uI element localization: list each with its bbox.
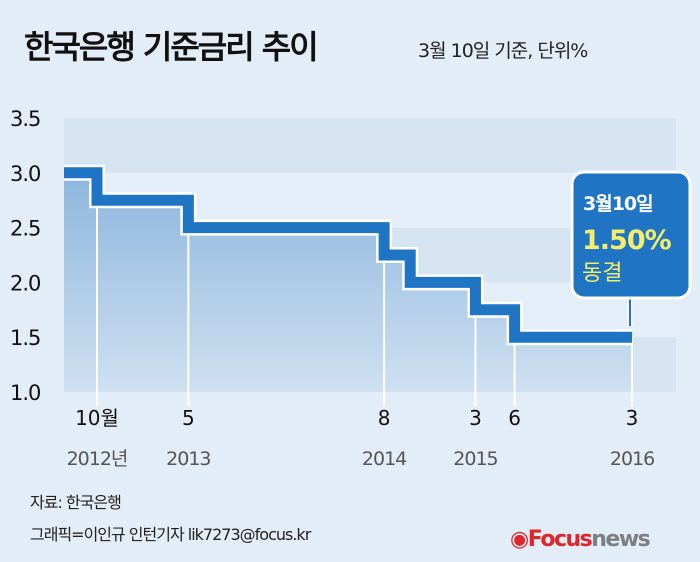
x-tick-month: 3 <box>626 406 639 430</box>
y-tick-label: 3.5 <box>10 107 40 131</box>
x-tick-month: 8 <box>378 406 391 430</box>
focusnews-logo: ◉Focusnews <box>510 527 651 552</box>
x-tick-month: 10월 <box>75 406 119 430</box>
callout-value: 1.50% <box>582 225 672 256</box>
source-note: 자료: 한국은행 <box>30 493 122 512</box>
x-tick-month: 3 <box>469 406 482 430</box>
x-tick-month: 5 <box>182 406 195 430</box>
page-title: 한국은행 기준금리 추이 <box>24 28 319 66</box>
x-tick-year: 2016 <box>610 448 654 470</box>
x-tick-year: 2015 <box>453 448 497 470</box>
y-tick-label: 1.0 <box>10 381 40 405</box>
x-tick-year: 2012년 <box>67 448 128 470</box>
y-tick-label: 2.5 <box>10 217 40 241</box>
callout-note: 동결 <box>582 261 622 286</box>
page-subtitle: 3월 10일 기준, 단위% <box>418 40 588 62</box>
x-tick-year: 2013 <box>166 448 210 470</box>
y-tick-label: 2.0 <box>10 271 40 295</box>
y-tick-label: 3.0 <box>10 162 40 186</box>
y-tick-label: 1.5 <box>10 326 40 350</box>
rate-line <box>64 167 633 343</box>
callout-box <box>570 170 692 300</box>
chart: 3.5 3.0 2.5 2.0 1.5 1.0 10월 2012년 5 2013 8 2014 3 20… <box>10 107 692 470</box>
credit-note: 그래픽=이인규 인턴기자 lik7273@focus.kr <box>30 525 311 544</box>
callout-date: 3월10일 <box>583 193 653 215</box>
grid-band <box>64 118 676 173</box>
x-tick-year: 2014 <box>362 448 407 470</box>
x-tick-month: 6 <box>508 406 521 430</box>
